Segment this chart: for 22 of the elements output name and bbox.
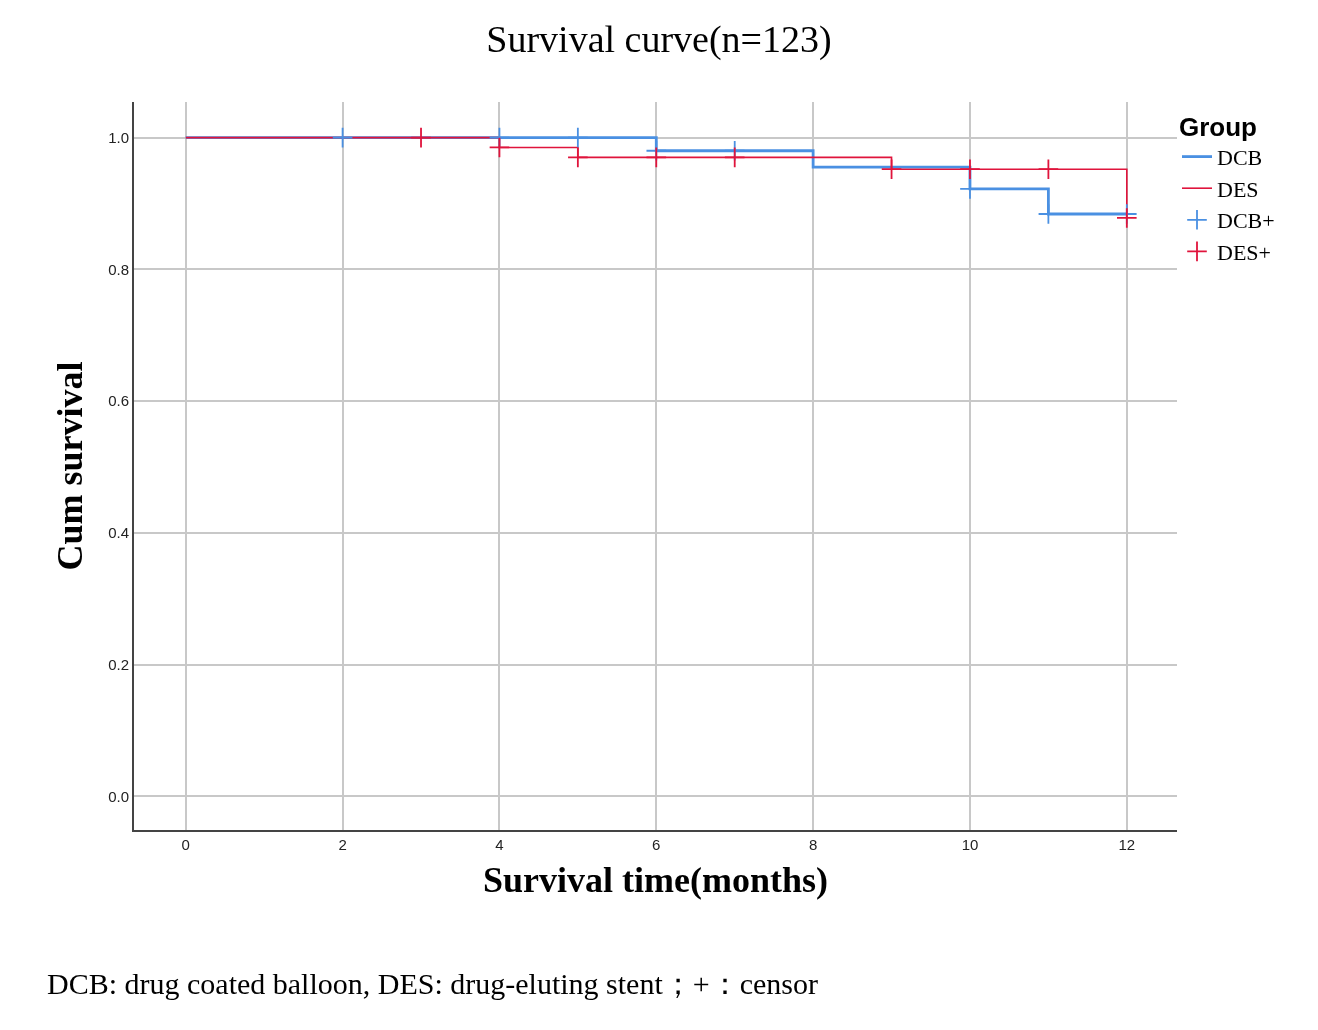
y-tick-label: 0.2 <box>108 655 129 673</box>
y-axis-title: Cum survival <box>49 361 90 571</box>
y-tick-label: 0.8 <box>108 260 129 278</box>
legend-label: DCB <box>1217 145 1263 171</box>
text: DCB: drug coated balloon, DES: drug-eluting stent；+：censor <box>47 967 818 1000</box>
x-tick-label: 6 <box>652 836 661 853</box>
x-tick-label: 10 <box>961 836 979 853</box>
x-tick-label: 4 <box>495 836 504 853</box>
legend-title: Group <box>1179 111 1257 142</box>
x-tick-label: 8 <box>808 836 818 853</box>
y-tick-label: 0.6 <box>108 392 129 410</box>
x-tick-label: 0 <box>181 836 190 853</box>
legend-label: DES <box>1217 176 1259 202</box>
chart-title: Survival curve(n=123) <box>486 18 832 62</box>
x-tick-label: 12 <box>1118 836 1136 853</box>
y-tick-label: 1.0 <box>108 128 129 146</box>
legend-label: DCB+ <box>1217 208 1275 234</box>
legend-label: DES+ <box>1217 239 1271 265</box>
y-tick-label: 0.4 <box>108 524 129 542</box>
x-axis-title: Survival time(months) <box>483 860 828 901</box>
x-tick-label: 2 <box>338 836 347 853</box>
y-tick-label: 0.0 <box>108 787 129 805</box>
